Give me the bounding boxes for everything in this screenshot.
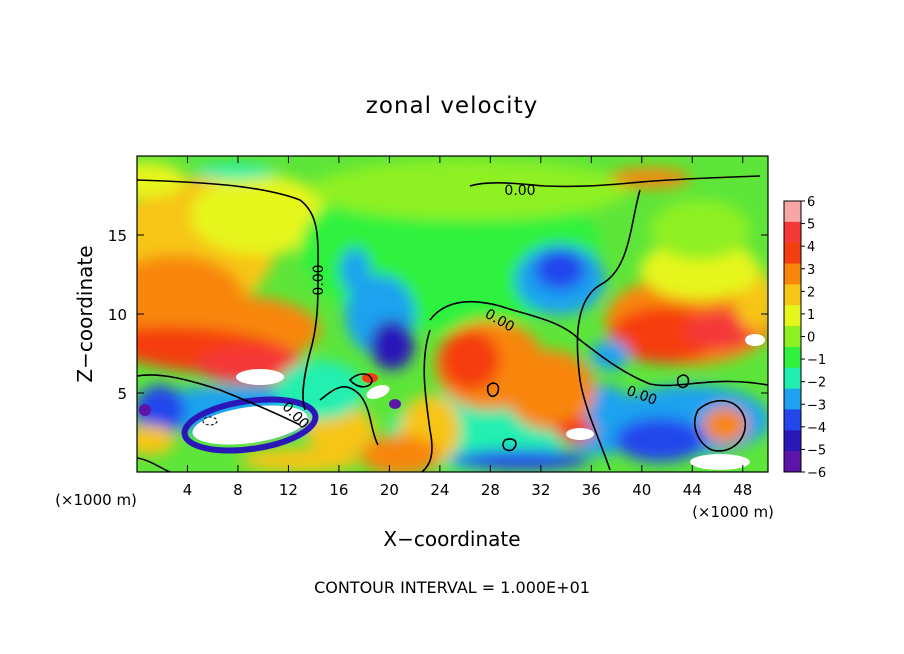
field-extreme-3	[362, 373, 378, 383]
contour-label-1: 0.00	[311, 264, 327, 295]
zero-contour-3	[429, 300, 768, 387]
colorbar-swatch-6	[784, 326, 801, 348]
colorbar-label-12: −6	[807, 466, 826, 481]
zero-contour-9	[676, 374, 690, 389]
field-blob-38	[610, 168, 690, 188]
zero-contour-5	[421, 329, 433, 472]
zero-contour-8	[486, 382, 500, 398]
field-blob-33	[137, 385, 185, 435]
x-tick-label-3: 16	[329, 481, 348, 499]
colorbar-swatch-2	[784, 242, 801, 265]
field-blob-6	[190, 175, 330, 255]
x-tick-label-7: 32	[531, 481, 550, 499]
negative-contour	[202, 416, 218, 426]
colorbar-label-11: −5	[807, 443, 826, 458]
field-extreme-2	[366, 385, 390, 399]
field-blob-19	[505, 350, 595, 430]
zero-contour-0	[137, 179, 319, 411]
zero-contour-1	[469, 175, 761, 188]
field-blob-25	[685, 310, 755, 350]
colorbar-label-6: 0	[807, 331, 815, 346]
colorbar-swatch-4	[784, 284, 801, 306]
colorbar-swatch-12	[784, 451, 801, 473]
x-axis-unit-right: (×1000 m)	[692, 503, 774, 521]
field-blob-29	[615, 418, 705, 462]
zero-contour-11	[137, 457, 171, 472]
x-tick-label-5: 24	[430, 481, 449, 499]
zero-contour-4	[137, 374, 301, 426]
field-extreme-4	[566, 428, 594, 440]
field-blob-14	[340, 248, 370, 292]
field-extreme-6	[690, 454, 750, 470]
colorbar-label-0: 6	[807, 195, 815, 210]
colorbar-swatch-10	[784, 409, 801, 431]
y-tick-label-1: 10	[108, 306, 127, 324]
colorbar: 6 5 4 3 2 1 0 −1 −2 −3 −4 −5 −6	[783, 195, 826, 481]
x-tick-label-2: 12	[279, 481, 298, 499]
colorbar-swatch-0	[784, 201, 801, 223]
zero-contour-12	[502, 438, 517, 452]
field-blob-5	[137, 162, 185, 198]
field-blob-27	[640, 240, 760, 300]
x-tick-label-6: 28	[481, 481, 500, 499]
zero-contours	[137, 175, 768, 472]
colorbar-label-4: 2	[807, 285, 815, 300]
colorbar-label-8: −2	[807, 376, 826, 391]
field-blob-22	[360, 435, 440, 472]
colorbar-label-10: −4	[807, 421, 826, 436]
field-blob-18	[440, 330, 500, 390]
x-tick-label-4: 20	[380, 481, 399, 499]
colorbar-swatch-8	[784, 367, 801, 390]
x-tick-label-8: 36	[582, 481, 601, 499]
y-axis: 5 10 15	[108, 227, 768, 403]
colorbar-label-5: 1	[807, 308, 815, 323]
field-extreme-0	[236, 369, 284, 385]
colorbar-swatch-1	[784, 221, 801, 244]
field-blob-35	[240, 448, 360, 472]
x-axis-label: X−coordinate	[383, 527, 520, 551]
zero-contour-7	[348, 373, 373, 388]
y-axis-label: Z−coordinate	[73, 245, 97, 382]
field-blob-13	[370, 320, 414, 370]
chart-title: zonal velocity	[366, 93, 538, 119]
x-axis-unit-left: (×1000 m)	[55, 491, 137, 509]
colorbar-swatch-7	[784, 346, 801, 369]
colorbar-swatch-5	[784, 305, 801, 327]
zero-contour-6	[319, 386, 379, 446]
field-extreme-8	[139, 404, 151, 416]
x-tick-label-10: 44	[683, 481, 702, 499]
colorbar-label-2: 4	[807, 240, 815, 255]
field-blob-40	[450, 450, 590, 470]
field-blob-11	[535, 250, 585, 290]
zero-contour-10	[694, 399, 746, 452]
field-blob-9	[310, 160, 630, 220]
field-blob-31	[590, 340, 630, 370]
colorbar-label-9: −3	[807, 398, 826, 413]
colorbar-swatch-3	[784, 263, 801, 285]
colorbar-label-1: 5	[807, 218, 815, 233]
field-extreme-7	[389, 399, 401, 409]
plot-area	[137, 156, 768, 472]
field-blob-39	[650, 200, 750, 260]
x-tick-label-0: 4	[183, 481, 193, 499]
x-axis: 4 8 12 16 20 24 28 32 36 40 44 48	[183, 156, 752, 499]
field-blob-30	[703, 407, 747, 443]
field-blob-7	[195, 164, 275, 180]
zero-contour-2	[576, 189, 641, 471]
field-extreme-5	[745, 334, 765, 346]
colorbar-swatch-9	[784, 388, 801, 410]
field-blob-34	[137, 425, 175, 455]
y-tick-label-2: 15	[108, 227, 127, 245]
colorbar-swatch-11	[784, 430, 801, 452]
colorbar-label-3: 3	[807, 263, 815, 278]
contour-label-0: 0.00	[504, 183, 535, 199]
colorbar-label-7: −1	[807, 353, 826, 368]
x-tick-label-1: 8	[233, 481, 243, 499]
x-tick-label-11: 48	[733, 481, 752, 499]
y-tick-label-0: 5	[117, 385, 127, 403]
x-tick-label-9: 40	[632, 481, 651, 499]
contour-interval-note: CONTOUR INTERVAL = 1.000E+01	[314, 578, 590, 597]
